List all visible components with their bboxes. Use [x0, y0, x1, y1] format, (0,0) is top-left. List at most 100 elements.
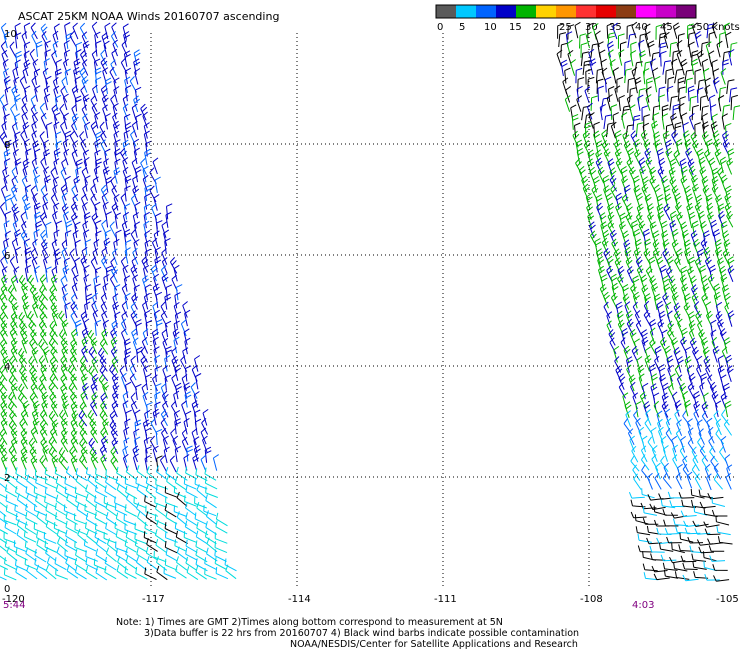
- wind-barb: [664, 408, 671, 426]
- wind-barb: [635, 417, 642, 435]
- wind-barb: [705, 193, 713, 211]
- wind-barb: [12, 148, 19, 166]
- wind-barb: [53, 23, 60, 40]
- wind-barb: [713, 462, 722, 480]
- wind-barb: [58, 310, 67, 327]
- wind-barb: [132, 138, 140, 156]
- wind-barb: [50, 193, 59, 210]
- wind-barb: [4, 540, 18, 554]
- wind-barb: [642, 68, 650, 85]
- wind-barb: [151, 237, 159, 255]
- wind-barb: [694, 256, 702, 274]
- wind-barb: [592, 23, 599, 40]
- wind-barb: [663, 31, 670, 49]
- wind-barb: [726, 157, 734, 175]
- wind-barb: [698, 428, 705, 445]
- wind-barb: [63, 49, 71, 66]
- wind-barb: [633, 338, 640, 355]
- wind-barb: [673, 310, 682, 328]
- wind-barb: [134, 201, 141, 219]
- wind-barb: [62, 93, 69, 111]
- wind-barb: [145, 427, 152, 444]
- wind-barb: [143, 130, 150, 147]
- wind-barb: [609, 337, 617, 355]
- wind-barb: [195, 530, 208, 545]
- wind-barb: [717, 536, 733, 545]
- wind-barb: [622, 283, 629, 301]
- wind-barb: [606, 22, 614, 39]
- wind-barb: [671, 58, 678, 75]
- wind-barb: [111, 185, 119, 202]
- wind-barb: [715, 246, 722, 264]
- wind-barb: [64, 549, 78, 561]
- wind-barb: [705, 364, 712, 382]
- wind-barb: [704, 528, 721, 536]
- wind-barb: [54, 112, 61, 129]
- wind-barb: [69, 354, 77, 372]
- wind-barb: [0, 454, 8, 471]
- wind-barb: [662, 22, 669, 39]
- wind-barb: [617, 319, 625, 337]
- wind-barb: [33, 486, 47, 499]
- wind-barb: [145, 511, 158, 525]
- wind-barb: [687, 85, 695, 102]
- wind-barb: [673, 562, 688, 572]
- wind-barb: [225, 564, 237, 580]
- wind-barb: [18, 312, 28, 329]
- note-line-1: Note: 1) Times are GMT 2)Times along bot…: [116, 617, 503, 628]
- wind-barb: [93, 238, 100, 256]
- wind-barb: [20, 129, 28, 147]
- wind-barb: [10, 311, 18, 329]
- wind-barb: [724, 454, 731, 471]
- wind-barb: [672, 22, 680, 39]
- wind-barb: [620, 165, 628, 183]
- wind-barb: [36, 531, 49, 545]
- wind-barb: [3, 174, 10, 192]
- wind-barb: [80, 138, 87, 156]
- scale-label: 10: [484, 22, 497, 33]
- wind-barb: [664, 193, 672, 211]
- wind-barb: [101, 94, 109, 111]
- wind-barb: [571, 113, 579, 130]
- wind-barb: [1, 247, 8, 264]
- wind-barb: [699, 166, 707, 183]
- wind-barb: [691, 58, 699, 75]
- wind-barb: [62, 292, 69, 310]
- wind-barb: [114, 496, 127, 509]
- wind-barb: [11, 237, 18, 255]
- wind-barb: [73, 66, 81, 84]
- wind-barb: [82, 201, 88, 219]
- wind-barb: [658, 94, 666, 111]
- wind-barb: [169, 455, 177, 473]
- wind-barb: [125, 555, 138, 570]
- wind-barb: [4, 230, 11, 248]
- wind-barb: [708, 436, 716, 453]
- wind-barb: [690, 488, 705, 499]
- wind-barb: [114, 521, 128, 535]
- wind-barb: [174, 445, 182, 463]
- wind-barb: [164, 558, 178, 571]
- wind-barb: [674, 68, 684, 84]
- scale-label: 25: [559, 22, 572, 33]
- wind-barb: [110, 94, 118, 112]
- wind-barb: [0, 22, 7, 40]
- wind-barb: [618, 49, 625, 66]
- wind-barb: [80, 49, 87, 67]
- wind-barb: [104, 113, 111, 130]
- wind-barb: [190, 382, 198, 399]
- wind-barb: [646, 77, 653, 93]
- wind-barb: [574, 21, 581, 39]
- wind-barb: [79, 401, 88, 418]
- wind-barb: [39, 274, 48, 291]
- wind-barb: [79, 454, 88, 471]
- wind-barb: [42, 67, 49, 85]
- wind-barb: [145, 476, 158, 490]
- wind-barb: [166, 203, 173, 220]
- wind-barb: [669, 95, 678, 111]
- wind-barb: [614, 257, 622, 275]
- wind-barb: [120, 57, 128, 75]
- wind-barb: [0, 131, 8, 149]
- wind-barb: [680, 555, 697, 563]
- wind-barb: [55, 220, 63, 237]
- wind-barb: [71, 149, 78, 167]
